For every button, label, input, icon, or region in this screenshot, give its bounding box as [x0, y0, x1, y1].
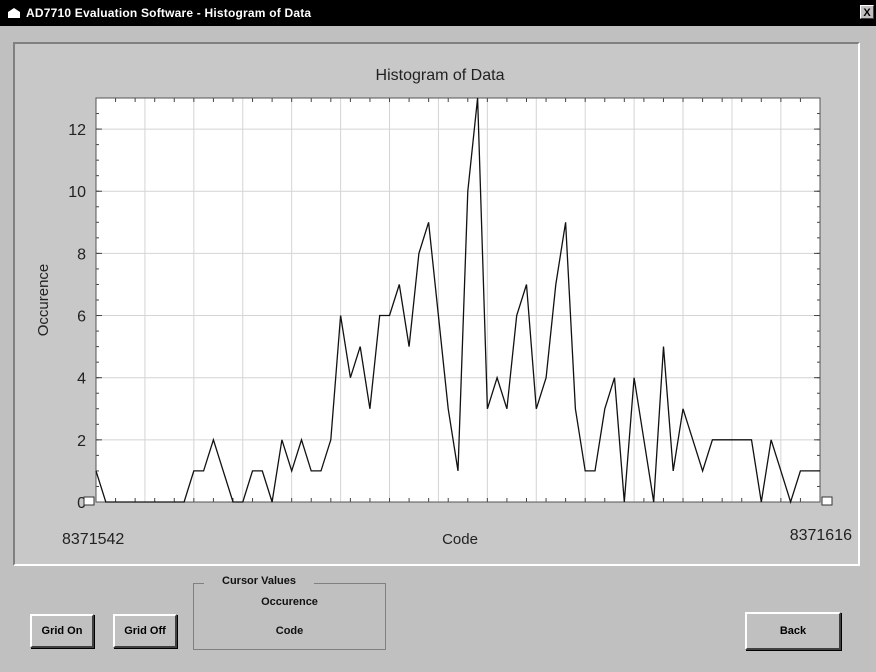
x-end-label: 8371616 — [790, 527, 852, 544]
y-axis-label: Occurence — [35, 264, 52, 337]
grid-off-button[interactable]: Grid Off — [113, 614, 177, 648]
grid-on-button[interactable]: Grid On — [30, 614, 94, 648]
cursor-code-label: Code — [275, 625, 304, 637]
x-start-label: 8371542 — [62, 531, 124, 548]
cursor-values-title: Cursor Values — [204, 575, 314, 587]
y-tick-label: 4 — [77, 371, 86, 388]
title-bar: AD7710 Evaluation Software - Histogram o… — [0, 0, 876, 26]
y-tick-label: 6 — [77, 309, 86, 326]
plot-area — [96, 98, 820, 502]
plot-frame — [95, 97, 821, 503]
histogram-line — [95, 97, 820, 505]
y-tick-label: 10 — [68, 184, 86, 201]
window-title: AD7710 Evaluation Software - Histogram o… — [26, 6, 312, 20]
cursor-values-groupbox — [193, 583, 386, 650]
back-button[interactable]: Back — [745, 612, 841, 650]
y-tick-label: 0 — [77, 495, 86, 512]
x-cursor-left[interactable] — [83, 496, 95, 506]
x-axis-label: Code — [442, 531, 478, 548]
chart-title: Histogram of Data — [376, 67, 505, 84]
cursor-occurrence-label: Occurence — [261, 596, 318, 608]
grid — [96, 98, 820, 502]
y-tick-label: 2 — [77, 433, 86, 450]
x-cursor-right[interactable] — [821, 496, 833, 506]
y-tick-label: 12 — [68, 122, 86, 139]
app-icon — [8, 8, 20, 18]
y-tick-label: 8 — [77, 246, 86, 263]
y-tick-labels: 0 2 4 6 8 10 12 — [68, 122, 86, 512]
close-button[interactable]: X — [860, 5, 874, 19]
